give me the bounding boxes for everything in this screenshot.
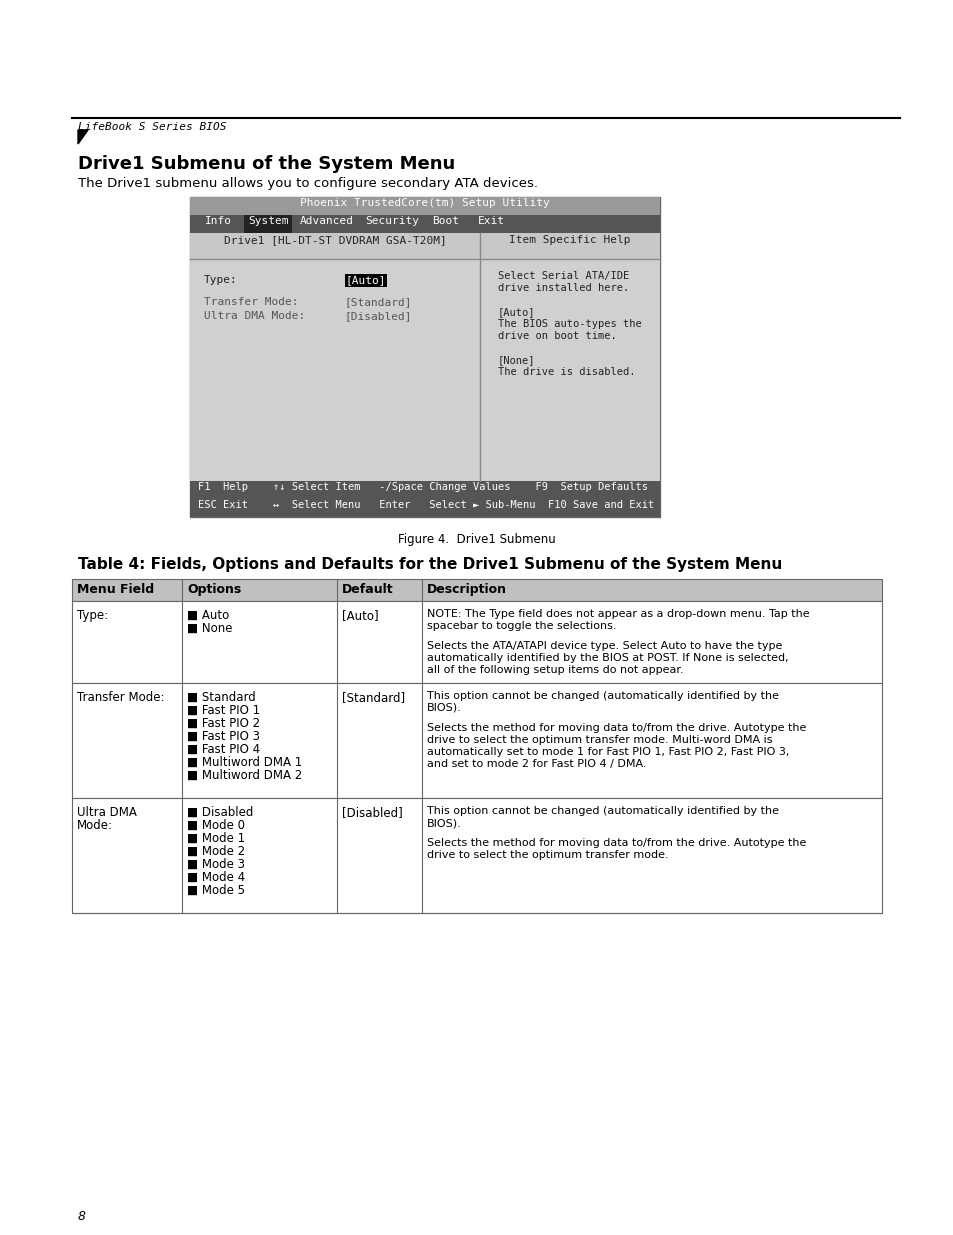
- Text: Type:: Type:: [77, 609, 108, 622]
- Text: ■ Fast PIO 2: ■ Fast PIO 2: [187, 718, 260, 730]
- Text: all of the following setup items do not appear.: all of the following setup items do not …: [427, 664, 683, 676]
- Text: Advanced: Advanced: [299, 216, 354, 226]
- Text: This option cannot be changed (automatically identified by the: This option cannot be changed (automatic…: [427, 692, 779, 701]
- Text: LifeBook S Series BIOS: LifeBook S Series BIOS: [78, 122, 226, 132]
- Text: Boot: Boot: [432, 216, 458, 226]
- Text: drive installed here.: drive installed here.: [497, 283, 629, 293]
- Text: ■ Fast PIO 4: ■ Fast PIO 4: [187, 743, 260, 756]
- Text: Info: Info: [205, 216, 232, 226]
- Text: ■ Disabled: ■ Disabled: [187, 806, 253, 819]
- Text: automatically set to mode 1 for Fast PIO 1, Fast PIO 2, Fast PIO 3,: automatically set to mode 1 for Fast PIO…: [427, 747, 788, 757]
- Bar: [190, 198, 659, 215]
- Text: BIOS).: BIOS).: [427, 703, 461, 713]
- Bar: [190, 499, 659, 517]
- Bar: [71, 683, 882, 798]
- Text: ■ Multiword DMA 1: ■ Multiword DMA 1: [187, 756, 302, 769]
- Bar: [71, 579, 882, 601]
- Text: 8: 8: [78, 1210, 86, 1223]
- Text: Security: Security: [365, 216, 418, 226]
- Text: F1  Help    ↑↓ Select Item   -/Space Change Values    F9  Setup Defaults: F1 Help ↑↓ Select Item -/Space Change Va…: [198, 482, 647, 492]
- Text: Drive1 Submenu of the System Menu: Drive1 Submenu of the System Menu: [78, 156, 455, 173]
- Text: The drive is disabled.: The drive is disabled.: [497, 367, 635, 377]
- Text: ■ Fast PIO 1: ■ Fast PIO 1: [187, 704, 260, 718]
- Text: Selects the ATA/ATAPI device type. Select Auto to have the type: Selects the ATA/ATAPI device type. Selec…: [427, 641, 781, 651]
- Bar: [190, 198, 659, 517]
- Text: Menu Field: Menu Field: [77, 583, 154, 597]
- Text: NOTE: The Type field does not appear as a drop-down menu. Tap the: NOTE: The Type field does not appear as …: [427, 609, 809, 619]
- Text: Type:: Type:: [204, 275, 237, 285]
- Text: [Disabled]: [Disabled]: [345, 311, 412, 321]
- Text: Select Serial ATA/IDE: Select Serial ATA/IDE: [497, 270, 629, 282]
- Text: [Auto]: [Auto]: [497, 308, 535, 317]
- Text: ■ Mode 1: ■ Mode 1: [187, 832, 245, 845]
- Text: This option cannot be changed (automatically identified by the: This option cannot be changed (automatic…: [427, 806, 779, 816]
- Text: ■ Fast PIO 3: ■ Fast PIO 3: [187, 730, 260, 743]
- Text: drive to select the optimum transfer mode. Multi-word DMA is: drive to select the optimum transfer mod…: [427, 735, 772, 745]
- Text: automatically identified by the BIOS at POST. If None is selected,: automatically identified by the BIOS at …: [427, 653, 788, 663]
- Text: [Standard]: [Standard]: [341, 692, 405, 704]
- Text: ESC Exit    ↔  Select Menu   Enter   Select ► Sub-Menu  F10 Save and Exit: ESC Exit ↔ Select Menu Enter Select ► Su…: [198, 500, 654, 510]
- Bar: [71, 601, 882, 683]
- Text: The BIOS auto-types the: The BIOS auto-types the: [497, 319, 641, 329]
- Bar: [71, 798, 882, 913]
- Text: Mode:: Mode:: [77, 819, 112, 832]
- Text: drive to select the optimum transfer mode.: drive to select the optimum transfer mod…: [427, 850, 668, 860]
- Text: and set to mode 2 for Fast PIO 4 / DMA.: and set to mode 2 for Fast PIO 4 / DMA.: [427, 760, 646, 769]
- Text: ■ None: ■ None: [187, 622, 233, 635]
- Text: BIOS).: BIOS).: [427, 818, 461, 827]
- Text: ■ Mode 2: ■ Mode 2: [187, 845, 245, 858]
- Text: spacebar to toggle the selections.: spacebar to toggle the selections.: [427, 621, 616, 631]
- Text: System: System: [248, 216, 288, 226]
- Text: Drive1 [HL-DT-ST DVDRAM GSA-T20M]: Drive1 [HL-DT-ST DVDRAM GSA-T20M]: [223, 235, 446, 245]
- Text: Table 4: Fields, Options and Defaults for the Drive1 Submenu of the System Menu: Table 4: Fields, Options and Defaults fo…: [78, 557, 781, 572]
- Bar: [190, 215, 659, 233]
- Text: The Drive1 submenu allows you to configure secondary ATA devices.: The Drive1 submenu allows you to configu…: [78, 177, 537, 190]
- Text: ■ Mode 5: ■ Mode 5: [187, 884, 245, 897]
- Text: Transfer Mode:: Transfer Mode:: [77, 692, 164, 704]
- Bar: [244, 215, 292, 233]
- Text: [Auto]: [Auto]: [341, 609, 378, 622]
- Text: ■ Auto: ■ Auto: [187, 609, 229, 622]
- Text: ■ Multiword DMA 2: ■ Multiword DMA 2: [187, 769, 302, 782]
- Text: Options: Options: [187, 583, 241, 597]
- Text: Exit: Exit: [477, 216, 504, 226]
- Text: drive on boot time.: drive on boot time.: [497, 331, 616, 341]
- Text: Phoenix TrustedCore(tm) Setup Utility: Phoenix TrustedCore(tm) Setup Utility: [300, 198, 549, 207]
- Text: Selects the method for moving data to/from the drive. Autotype the: Selects the method for moving data to/fr…: [427, 839, 805, 848]
- Text: ■ Mode 3: ■ Mode 3: [187, 858, 245, 871]
- Text: Ultra DMA Mode:: Ultra DMA Mode:: [204, 311, 305, 321]
- Text: [Standard]: [Standard]: [345, 296, 412, 308]
- Text: Description: Description: [427, 583, 506, 597]
- Text: Ultra DMA: Ultra DMA: [77, 806, 136, 819]
- Text: [None]: [None]: [497, 354, 535, 366]
- Text: [Disabled]: [Disabled]: [341, 806, 402, 819]
- Text: Transfer Mode:: Transfer Mode:: [204, 296, 298, 308]
- Bar: [345, 274, 387, 287]
- Bar: [190, 480, 659, 499]
- Text: [Auto]: [Auto]: [346, 275, 386, 285]
- Text: ■ Mode 0: ■ Mode 0: [187, 819, 245, 832]
- Text: Selects the method for moving data to/from the drive. Autotype the: Selects the method for moving data to/fr…: [427, 722, 805, 734]
- Text: ■ Standard: ■ Standard: [187, 692, 255, 704]
- Text: Figure 4.  Drive1 Submenu: Figure 4. Drive1 Submenu: [397, 534, 556, 546]
- Polygon shape: [78, 130, 88, 144]
- Bar: [190, 233, 659, 480]
- Text: ■ Mode 4: ■ Mode 4: [187, 871, 245, 884]
- Text: Item Specific Help: Item Specific Help: [509, 235, 630, 245]
- Bar: [190, 233, 659, 259]
- Text: Default: Default: [341, 583, 394, 597]
